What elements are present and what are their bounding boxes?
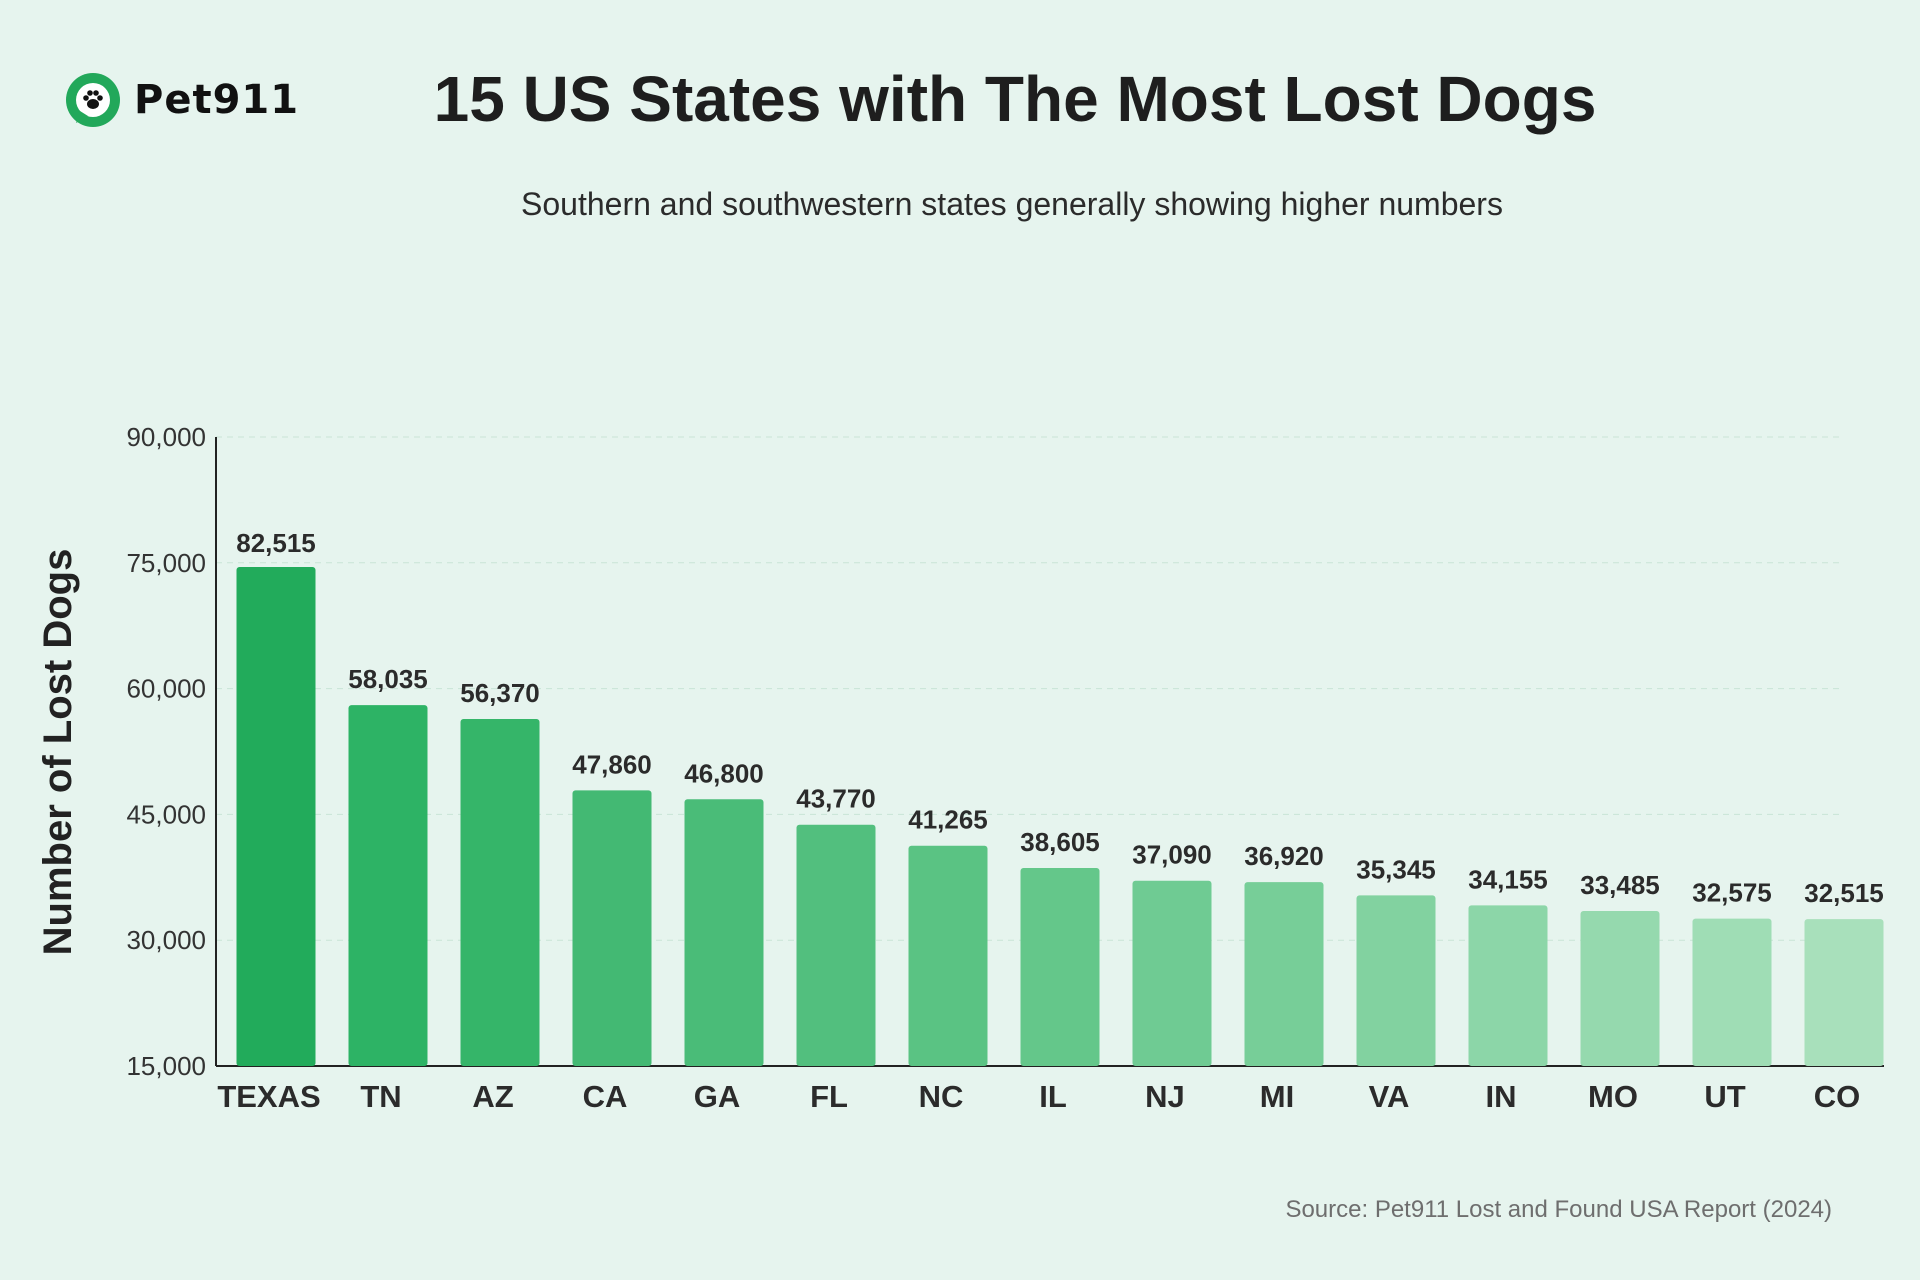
paw-icon — [66, 73, 120, 127]
value-label: 46,800 — [684, 758, 764, 788]
y-tick-label: 45,000 — [126, 799, 206, 829]
source-note: Source: Pet911 Lost and Found USA Report… — [1285, 1196, 1832, 1223]
bar-va — [1356, 895, 1436, 1066]
value-label: 43,770 — [796, 784, 876, 814]
bar-il — [1020, 868, 1100, 1066]
category-label: MI — [1260, 1079, 1294, 1114]
category-label: AZ — [472, 1079, 513, 1114]
category-label: MO — [1588, 1079, 1638, 1114]
y-axis-ticks: 15,000 30,000 45,000 60,000 75,000 90,000 — [126, 422, 206, 1081]
category-label: TN — [360, 1079, 401, 1114]
category-label: FL — [810, 1079, 848, 1114]
y-tick-label: 75,000 — [126, 548, 206, 578]
category-label: IL — [1039, 1079, 1067, 1114]
y-tick-label: 30,000 — [126, 925, 206, 955]
page-title: 15 US States with The Most Lost Dogs — [433, 63, 1597, 135]
y-tick-label: 90,000 — [126, 422, 206, 452]
value-label: 56,370 — [460, 678, 540, 708]
brand-name: Pet911 — [134, 77, 300, 123]
value-label: 34,155 — [1468, 864, 1548, 894]
bar-nj — [1132, 880, 1212, 1066]
category-label: VA — [1369, 1079, 1410, 1114]
bar-fl — [796, 824, 876, 1066]
bar-mi — [1244, 882, 1324, 1066]
category-label: IN — [1486, 1079, 1517, 1114]
category-label: GA — [694, 1079, 741, 1114]
bar-in — [1468, 905, 1548, 1066]
category-label: UT — [1704, 1079, 1745, 1114]
category-label: CO — [1814, 1079, 1861, 1114]
brand-logo: Pet911 — [64, 70, 299, 130]
y-tick-label: 60,000 — [126, 674, 206, 704]
y-axis-title: Number of Lost Dogs — [36, 549, 80, 956]
category-label: NC — [919, 1079, 964, 1114]
value-label: 82,515 — [236, 528, 316, 558]
page-subtitle: Southern and southwestern states general… — [521, 186, 1503, 222]
category-labels: TEXAS TN AZ CA GA FL NC IL NJ MI VA IN MO UT CO — [217, 1079, 1860, 1114]
value-label: 41,265 — [908, 805, 988, 835]
bar-ca — [572, 790, 652, 1066]
value-label: 58,035 — [348, 664, 428, 694]
value-label: 38,605 — [1020, 827, 1100, 857]
gridlines — [216, 436, 1840, 941]
category-label: NJ — [1145, 1079, 1185, 1114]
value-labels: 82,515 58,035 56,370 47,860 46,800 43,770 41,2… — [236, 528, 1884, 908]
bars — [236, 566, 1884, 1066]
bar-ga — [684, 799, 764, 1066]
bar-az — [460, 719, 540, 1066]
bar-mo — [1580, 910, 1660, 1066]
value-label: 37,090 — [1132, 840, 1212, 870]
value-label: 36,920 — [1244, 841, 1324, 871]
bar-co — [1804, 919, 1884, 1066]
value-label: 32,575 — [1692, 878, 1772, 908]
value-label: 32,515 — [1804, 878, 1884, 908]
category-label: CA — [583, 1079, 628, 1114]
bar-ut — [1692, 918, 1772, 1066]
value-label: 47,860 — [572, 749, 652, 779]
bar-tn — [348, 705, 428, 1066]
bar-texas — [236, 566, 316, 1066]
category-label: TEXAS — [217, 1079, 320, 1114]
y-tick-label: 15,000 — [126, 1051, 206, 1081]
value-label: 33,485 — [1580, 870, 1660, 900]
value-label: 35,345 — [1356, 854, 1436, 884]
bar-nc — [908, 845, 988, 1066]
